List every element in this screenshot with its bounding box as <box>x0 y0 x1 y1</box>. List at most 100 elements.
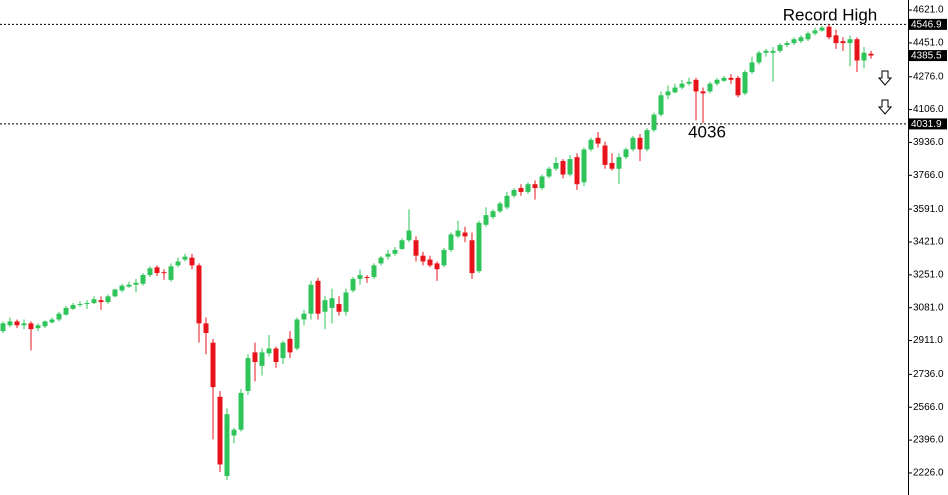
down-arrow-icon <box>877 99 893 115</box>
candle-body <box>84 303 90 305</box>
candle-body <box>182 256 188 260</box>
candle-body <box>217 396 223 465</box>
candle-body <box>161 272 167 274</box>
level-box <box>909 118 947 130</box>
candle-body <box>308 284 314 314</box>
candle-body <box>56 313 62 320</box>
y-tick-label: 4621.0 <box>913 5 944 16</box>
candle-body <box>546 168 552 177</box>
candle-body <box>413 240 419 256</box>
candle-body <box>245 358 251 391</box>
candle-body <box>651 114 657 131</box>
candle-body <box>623 149 629 158</box>
candle-body <box>609 162 615 169</box>
last-price-box <box>909 50 947 62</box>
candle-body <box>784 43 790 46</box>
candle-body <box>273 348 279 363</box>
candle-body <box>175 261 181 266</box>
y-tick-label: 2396.0 <box>913 435 944 446</box>
candle-body <box>504 195 510 208</box>
candle-body <box>833 35 839 44</box>
candle-body <box>147 268 153 276</box>
candle-body <box>77 304 83 306</box>
candle-body <box>343 292 349 312</box>
candle-body <box>686 81 692 84</box>
y-tick-label: 3421.0 <box>913 237 944 248</box>
candle-body <box>735 77 741 96</box>
candle-body <box>490 211 496 218</box>
candle-body <box>595 137 601 144</box>
level-label: 4031.9 <box>911 119 942 130</box>
candle-body <box>756 52 762 63</box>
candle-body <box>336 304 342 312</box>
candle-body <box>7 321 13 326</box>
candle-body <box>238 392 244 430</box>
candle-body <box>434 263 440 270</box>
candle-body <box>574 157 580 185</box>
candle-body <box>581 149 587 183</box>
candle-body <box>728 77 734 80</box>
candle-body <box>371 265 377 277</box>
candle-body <box>497 203 503 212</box>
candle-body <box>532 184 538 189</box>
candle-body <box>553 162 559 169</box>
candle-body <box>602 145 608 165</box>
candle-body <box>406 230 412 241</box>
down-arrow-icon <box>877 70 893 86</box>
y-tick-label: 4451.0 <box>913 38 944 49</box>
candle-body <box>280 342 286 359</box>
candle-body <box>805 33 811 40</box>
candle-body <box>826 26 832 38</box>
candle-body <box>812 30 818 34</box>
candle-body <box>364 276 370 278</box>
y-tick-label: 4276.0 <box>913 71 944 82</box>
candle-body <box>476 222 482 272</box>
candle-body <box>868 53 874 56</box>
level-label: 4546.9 <box>911 20 942 31</box>
candle-body <box>378 257 384 264</box>
candle-body <box>644 130 650 150</box>
annotation: 4036 <box>688 122 726 141</box>
candle-body <box>112 289 118 297</box>
y-tick-label: 2226.0 <box>913 468 944 479</box>
y-tick-label: 2911.0 <box>913 335 943 346</box>
y-tick-label: 3591.0 <box>913 204 944 215</box>
candle-body <box>567 159 573 175</box>
candle-body <box>329 298 335 308</box>
candle-body <box>763 50 769 53</box>
level-box <box>909 18 947 30</box>
candle-body <box>616 157 622 169</box>
candle-body <box>252 352 258 363</box>
candle-body <box>455 230 461 237</box>
candle-body <box>98 300 104 303</box>
candle-body <box>819 27 825 31</box>
candle-body <box>854 39 860 61</box>
candle-body <box>672 87 678 93</box>
candle-body <box>63 307 69 315</box>
candle-body <box>700 91 706 94</box>
candle-body <box>847 39 853 44</box>
candle-body <box>385 253 391 257</box>
candle-body <box>70 304 76 309</box>
candle-body <box>749 62 755 73</box>
candle-body <box>168 266 174 280</box>
candle-body <box>665 91 671 96</box>
candle-body <box>294 319 300 349</box>
candle-body <box>714 79 720 84</box>
candle-body <box>518 188 524 192</box>
candle-body <box>35 325 41 329</box>
candle-body <box>189 257 195 266</box>
candle-body <box>28 323 34 330</box>
candle-body <box>322 300 328 312</box>
y-tick-label: 2736.0 <box>913 369 944 380</box>
candle-body <box>14 321 20 326</box>
y-tick-label: 3251.0 <box>913 269 944 280</box>
candle-body <box>770 50 776 53</box>
candle-body <box>154 267 160 274</box>
candle-body <box>679 83 685 88</box>
candle-body <box>427 259 433 266</box>
candle-body <box>693 79 699 92</box>
candle-body <box>350 278 356 291</box>
